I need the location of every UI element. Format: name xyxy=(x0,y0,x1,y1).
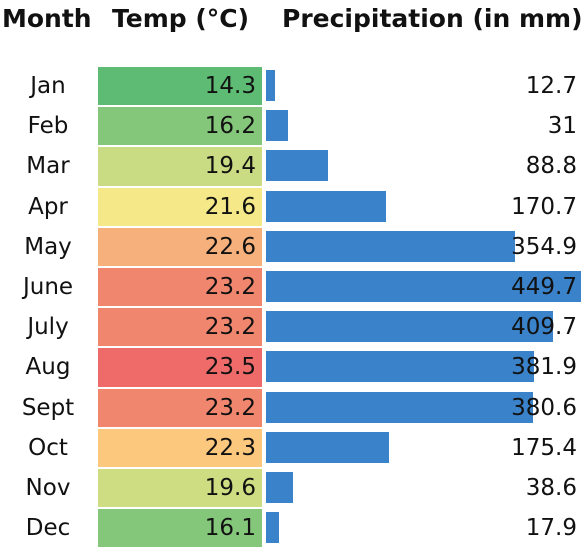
month-label: Nov xyxy=(25,474,71,501)
precipitation-value: 381.9 xyxy=(511,354,577,381)
temp-cell: 22.3 xyxy=(98,428,262,467)
precipitation-bar xyxy=(266,110,288,142)
precipitation-bar xyxy=(266,431,389,463)
month-label: Dec xyxy=(25,515,71,542)
month-column-header: Month xyxy=(2,4,92,33)
precipitation-value: 88.8 xyxy=(525,153,577,180)
temp-cell: 23.2 xyxy=(98,388,262,427)
temp-value: 14.3 xyxy=(204,73,256,99)
precipitation-bar xyxy=(266,190,386,222)
table-header: Month Temp (°C) Precipitation (in mm) xyxy=(0,4,581,38)
temp-value: 22.6 xyxy=(204,233,256,260)
table-row: July 23.2 409.7 xyxy=(0,307,581,347)
precipitation-bar xyxy=(266,230,515,262)
precipitation-value: 12.7 xyxy=(525,73,577,99)
month-label: Jan xyxy=(30,73,66,99)
climate-table: Jan 14.3 12.7 Feb 16.2 31 Mar 19.4 88.8 Apr 21.6 17… xyxy=(0,66,581,548)
temp-value: 21.6 xyxy=(204,193,256,220)
temp-cell: 23.5 xyxy=(98,348,262,387)
temp-value: 23.2 xyxy=(204,394,256,421)
temp-value: 23.2 xyxy=(204,273,256,300)
temp-cell: 16.2 xyxy=(98,107,262,146)
table-row: Feb 16.2 31 xyxy=(0,106,581,146)
temp-value: 16.2 xyxy=(204,113,256,140)
temp-value: 19.6 xyxy=(204,474,256,501)
precipitation-value: 38.6 xyxy=(525,474,577,501)
precipitation-bar xyxy=(266,512,279,544)
table-row: Apr 21.6 170.7 xyxy=(0,187,581,227)
precipitation-column-header: Precipitation (in mm) xyxy=(282,4,581,33)
table-row: May 22.6 354.9 xyxy=(0,227,581,267)
table-row: Jan 14.3 12.7 xyxy=(0,66,581,106)
precipitation-bar xyxy=(266,70,275,101)
table-row: Dec 16.1 17.9 xyxy=(0,508,581,548)
precipitation-bar xyxy=(266,150,328,182)
precipitation-value: 380.6 xyxy=(511,394,577,421)
temp-value: 22.3 xyxy=(204,434,256,461)
month-label: Sept xyxy=(21,394,75,421)
month-label: June xyxy=(22,273,74,300)
precipitation-bar xyxy=(266,311,553,343)
temp-cell: 22.6 xyxy=(98,227,262,266)
month-label: Mar xyxy=(26,153,70,180)
temp-column-header: Temp (°C) xyxy=(112,4,250,33)
temp-cell: 21.6 xyxy=(98,187,262,226)
month-label: Feb xyxy=(27,113,69,140)
precipitation-value: 17.9 xyxy=(525,515,577,542)
table-row: Oct 22.3 175.4 xyxy=(0,428,581,468)
table-row: Mar 19.4 88.8 xyxy=(0,146,581,186)
month-label: Oct xyxy=(28,434,68,461)
temp-cell: 19.4 xyxy=(98,147,262,186)
month-label: Apr xyxy=(28,193,68,220)
precipitation-value: 175.4 xyxy=(511,434,577,461)
temp-cell: 16.1 xyxy=(98,509,262,548)
month-label: Aug xyxy=(25,354,71,381)
temp-value: 23.5 xyxy=(204,354,256,381)
month-label: July xyxy=(27,314,69,341)
precipitation-value: 31 xyxy=(547,113,577,140)
temp-cell: 23.2 xyxy=(98,267,262,307)
month-label: May xyxy=(24,233,72,260)
temp-value: 16.1 xyxy=(204,515,256,542)
precipitation-bar xyxy=(266,351,534,383)
precipitation-value: 449.7 xyxy=(511,273,577,300)
table-row: Sept 23.2 380.6 xyxy=(0,388,581,428)
precipitation-value: 170.7 xyxy=(511,193,577,220)
table-row: June 23.2 449.7 xyxy=(0,267,581,307)
table-row: Nov 19.6 38.6 xyxy=(0,468,581,508)
temp-value: 23.2 xyxy=(204,314,256,341)
precipitation-value: 409.7 xyxy=(511,314,577,341)
temp-cell: 14.3 xyxy=(98,67,262,106)
precipitation-bar xyxy=(266,270,581,302)
precipitation-value: 354.9 xyxy=(511,233,577,260)
table-row: Aug 23.5 381.9 xyxy=(0,347,581,387)
precipitation-bar xyxy=(266,391,533,423)
temp-cell: 19.6 xyxy=(98,468,262,508)
temp-value: 19.4 xyxy=(204,153,256,180)
precipitation-bar xyxy=(266,471,293,503)
temp-cell: 23.2 xyxy=(98,308,262,347)
